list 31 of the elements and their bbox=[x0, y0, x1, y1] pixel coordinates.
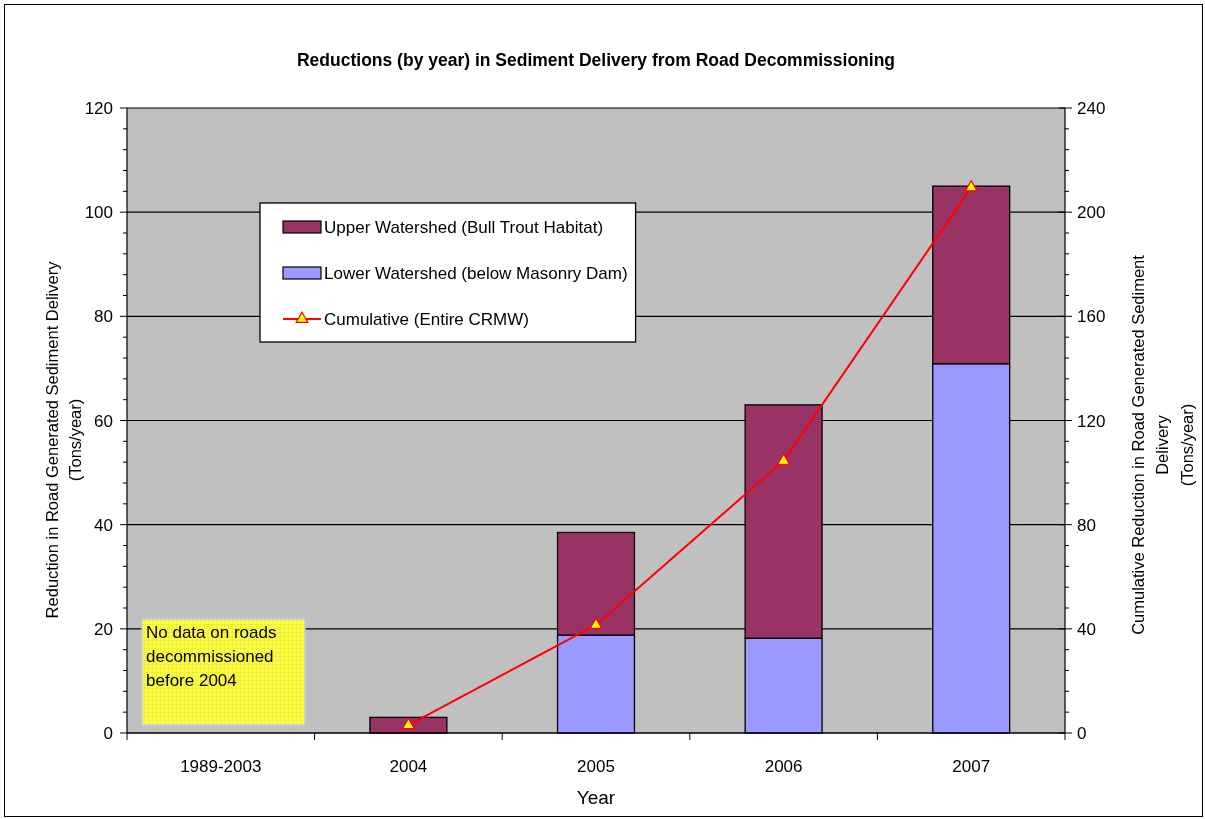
chart-title: Reductions (by year) in Sediment Delivery from Road Decommissioning bbox=[296, 50, 896, 70]
y2-tick-label: 40 bbox=[1077, 619, 1096, 639]
y-tick-label: 100 bbox=[84, 203, 113, 223]
legend-label: Cumulative (Entire CRMW) bbox=[324, 310, 529, 330]
x-tick-label: 2004 bbox=[389, 757, 428, 776]
y2-axis-title: Cumulative Reduction in Road Generated Sediment Delivery (Tons/year) bbox=[1128, 254, 1196, 635]
y-tick-label: 0 bbox=[103, 724, 113, 744]
y-tick-label: 40 bbox=[94, 515, 113, 535]
point bbox=[589, 617, 603, 629]
legend-label: Upper Watershed (Bull Trout Habitat) bbox=[324, 218, 604, 238]
y-tick-label: 60 bbox=[94, 411, 113, 431]
x-tick-label: 2007 bbox=[952, 757, 991, 776]
y-tick-label: 20 bbox=[94, 619, 113, 639]
y2-tick-label: 80 bbox=[1077, 515, 1096, 535]
point bbox=[964, 180, 978, 192]
y2-tick-label: 160 bbox=[1077, 307, 1106, 327]
x-tick-label: 2006 bbox=[764, 757, 803, 776]
x-tick-label: 2005 bbox=[577, 757, 615, 776]
legend-label: Lower Watershed (below Masonry Dam) bbox=[324, 264, 628, 284]
point bbox=[777, 453, 791, 465]
y2-tick-label: 120 bbox=[1077, 411, 1106, 431]
y2-tick-label: 240 bbox=[1077, 99, 1106, 119]
y2-tick-label: 200 bbox=[1077, 203, 1106, 223]
annotation: No data on roads decommissioned before 2004 bbox=[146, 623, 277, 690]
y2-tick-label: 0 bbox=[1077, 724, 1087, 744]
point bbox=[401, 717, 415, 730]
x-axis-title: Year bbox=[576, 787, 616, 808]
y-axis-title: Reduction in Road Generated Sediment Delivery (Tons/year) bbox=[42, 260, 84, 619]
y-tick-label: 120 bbox=[84, 99, 113, 119]
y-tick-label: 80 bbox=[94, 307, 113, 327]
x-tick-label: 1989-2003 bbox=[180, 757, 262, 776]
